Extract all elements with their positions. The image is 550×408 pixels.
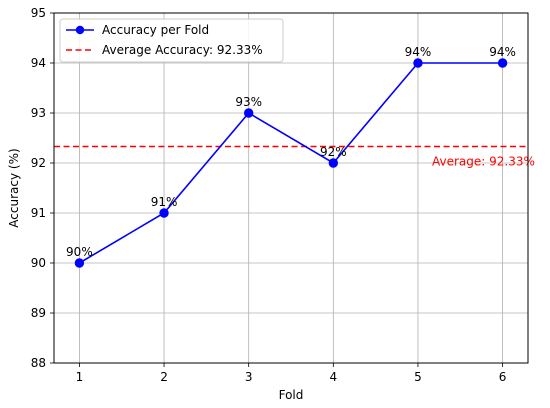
y-tick-label: 92 — [31, 156, 46, 170]
data-labels: 90% 91% 93% 92% 94% 94% — [66, 45, 516, 259]
x-tick-label: 4 — [330, 370, 338, 384]
data-point-marker — [74, 258, 85, 268]
x-tick-label: 1 — [76, 370, 84, 384]
data-label: 93% — [235, 95, 262, 109]
x-tick-label: 6 — [499, 370, 507, 384]
legend-label-average: Average Accuracy: 92.33% — [102, 43, 263, 57]
legend-box — [59, 18, 284, 63]
y-tick-label: 95 — [31, 6, 46, 20]
x-axis-label: Fold — [279, 388, 304, 402]
data-label: 90% — [66, 245, 93, 259]
y-tick-label: 90 — [31, 256, 46, 270]
legend: Accuracy per Fold Average Accuracy: 92.33… — [59, 18, 284, 63]
data-point-marker — [413, 58, 423, 68]
x-tick-label: 2 — [160, 370, 168, 384]
data-label: 94% — [489, 45, 516, 59]
legend-marker-accuracy — [75, 25, 85, 35]
y-tick-label: 93 — [31, 106, 46, 120]
x-tick-label: 3 — [245, 370, 253, 384]
data-label: 91% — [151, 195, 178, 209]
plot-area-frame — [53, 12, 529, 364]
y-tick-label: 91 — [31, 206, 46, 220]
data-point-marker — [243, 108, 254, 118]
y-tick-label: 89 — [31, 306, 46, 320]
y-tick-label: 88 — [31, 356, 46, 370]
data-label: 92% — [320, 145, 347, 159]
legend-label-accuracy: Accuracy per Fold — [102, 23, 209, 37]
y-tick-label: 94 — [31, 56, 46, 70]
x-axis-ticks: 1 2 3 4 5 6 — [76, 363, 507, 384]
average-annotation: Average: 92.33% — [432, 155, 535, 169]
y-axis-ticks: 88 89 90 91 92 93 94 95 — [31, 6, 54, 370]
y-axis-label: Accuracy (%) — [7, 148, 21, 227]
data-point-marker — [159, 208, 169, 218]
reference-line-group: Average: 92.33% — [54, 145, 535, 169]
x-tick-label: 5 — [414, 370, 422, 384]
data-point-marker — [497, 58, 508, 68]
series-line — [78, 62, 503, 264]
series-group — [74, 58, 508, 268]
data-point-marker — [328, 158, 339, 168]
data-label: 94% — [405, 45, 432, 59]
